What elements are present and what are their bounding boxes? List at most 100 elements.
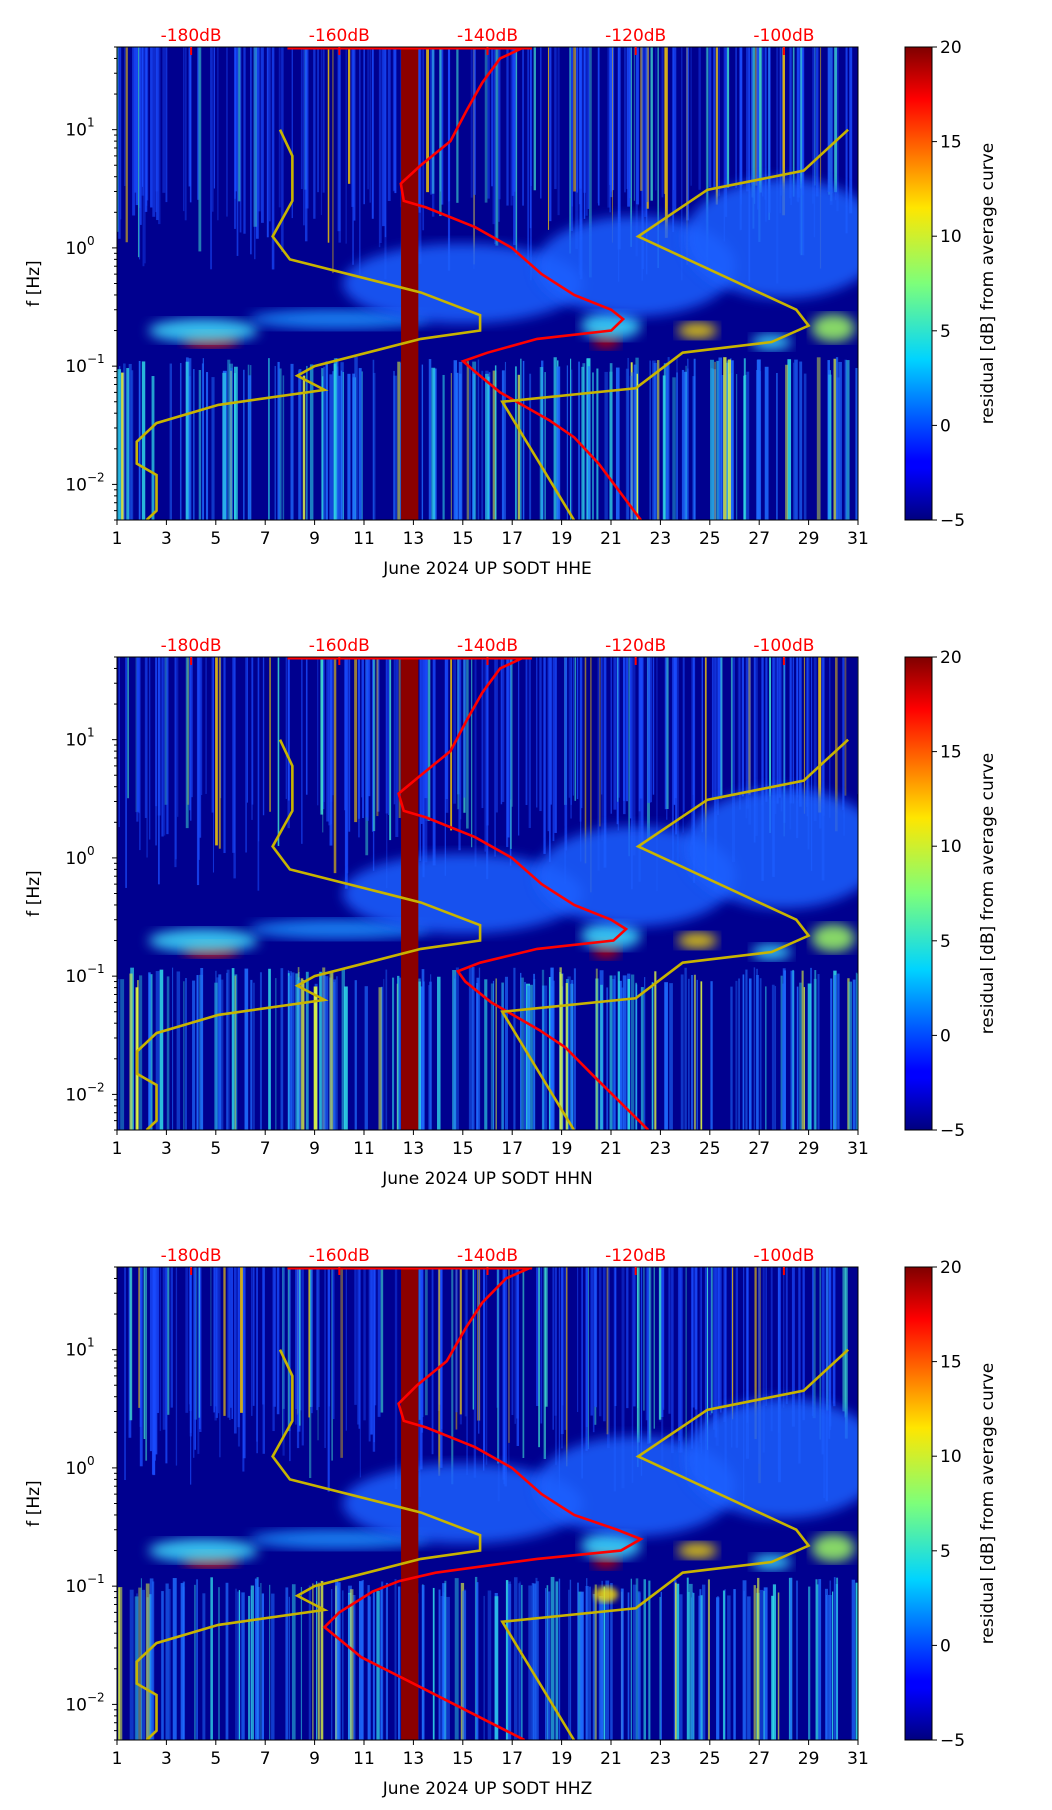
streak — [660, 1591, 662, 1740]
streak — [442, 1583, 446, 1740]
streak — [321, 657, 325, 810]
y-tick-label-base: 10 — [65, 849, 87, 869]
streak — [592, 1593, 596, 1740]
streak — [234, 974, 238, 1130]
streak — [613, 1267, 616, 1492]
streak — [725, 362, 730, 520]
streak — [635, 982, 638, 1130]
streak — [432, 657, 436, 866]
streak — [332, 657, 335, 796]
x-tick-label: 31 — [847, 1749, 869, 1769]
streak — [548, 657, 551, 862]
streak — [601, 657, 603, 795]
streak — [733, 1589, 736, 1740]
streak — [640, 1267, 643, 1476]
streak — [340, 362, 344, 520]
y-tick-label-exponent: −1 — [87, 352, 105, 366]
energy-blob — [811, 1534, 856, 1563]
streak — [592, 372, 594, 520]
streak — [118, 1587, 123, 1740]
colorbar-tick-label: 15 — [940, 133, 962, 153]
streak — [285, 657, 287, 799]
streak — [568, 1589, 570, 1740]
streak — [566, 365, 568, 520]
streak — [693, 974, 696, 1130]
x-tick-label: 9 — [309, 1749, 320, 1769]
streak — [295, 1267, 298, 1410]
streak — [663, 47, 666, 194]
streak — [531, 1582, 534, 1740]
streak — [385, 1582, 389, 1740]
streak — [333, 982, 335, 1130]
streak — [378, 987, 382, 1130]
streak — [392, 977, 395, 1130]
model-right-line — [500, 1348, 850, 1740]
streak — [759, 371, 762, 520]
streak — [217, 47, 219, 221]
streak — [774, 986, 777, 1130]
streak — [579, 1594, 582, 1740]
streak — [144, 657, 147, 819]
streak — [212, 47, 214, 212]
streak — [495, 978, 497, 1130]
streak — [683, 371, 688, 520]
streak — [463, 657, 466, 798]
streak — [632, 657, 636, 856]
streak — [796, 47, 800, 202]
streak — [763, 1587, 768, 1740]
streak — [300, 978, 304, 1130]
streak — [329, 374, 333, 520]
streak — [363, 47, 365, 205]
streak — [606, 987, 609, 1130]
energy-blob — [148, 318, 259, 343]
streak — [317, 1267, 320, 1408]
streak — [139, 47, 141, 260]
streak — [198, 369, 202, 520]
streak — [361, 371, 363, 520]
streak — [779, 47, 781, 214]
streak — [807, 657, 810, 850]
streak — [627, 978, 631, 1130]
x-tick-label: 15 — [452, 529, 474, 549]
colorbar-tick-label: 15 — [940, 1353, 962, 1373]
streak — [338, 375, 341, 520]
colorbar-tick-label: 20 — [940, 38, 962, 58]
streak — [322, 973, 326, 1130]
streak — [799, 47, 802, 254]
streak — [376, 657, 379, 817]
streak — [305, 365, 308, 520]
streak — [852, 979, 856, 1130]
streak — [704, 1267, 707, 1480]
streak — [274, 365, 276, 520]
streak — [166, 657, 169, 835]
streak — [420, 657, 423, 824]
streak — [327, 47, 330, 243]
streak — [185, 657, 189, 829]
streak — [610, 47, 613, 192]
streak — [752, 47, 755, 198]
streak — [815, 47, 819, 197]
streak — [640, 987, 644, 1130]
streak — [250, 47, 252, 255]
streak — [156, 47, 159, 221]
streak — [218, 974, 222, 1130]
streak — [688, 978, 690, 1130]
streak — [344, 986, 348, 1130]
streak — [540, 47, 542, 199]
streak — [713, 1267, 716, 1430]
streak — [713, 657, 717, 878]
streak — [223, 657, 226, 854]
streak — [707, 1579, 710, 1740]
streak — [482, 1267, 485, 1471]
streak — [693, 657, 696, 883]
streak — [354, 356, 358, 520]
streak — [855, 1582, 858, 1740]
streak — [251, 1267, 253, 1416]
streak — [442, 374, 445, 520]
streak — [626, 47, 628, 190]
streak — [701, 657, 703, 833]
streak — [533, 973, 536, 1130]
streak — [656, 657, 658, 892]
spectrogram-image — [117, 47, 858, 520]
